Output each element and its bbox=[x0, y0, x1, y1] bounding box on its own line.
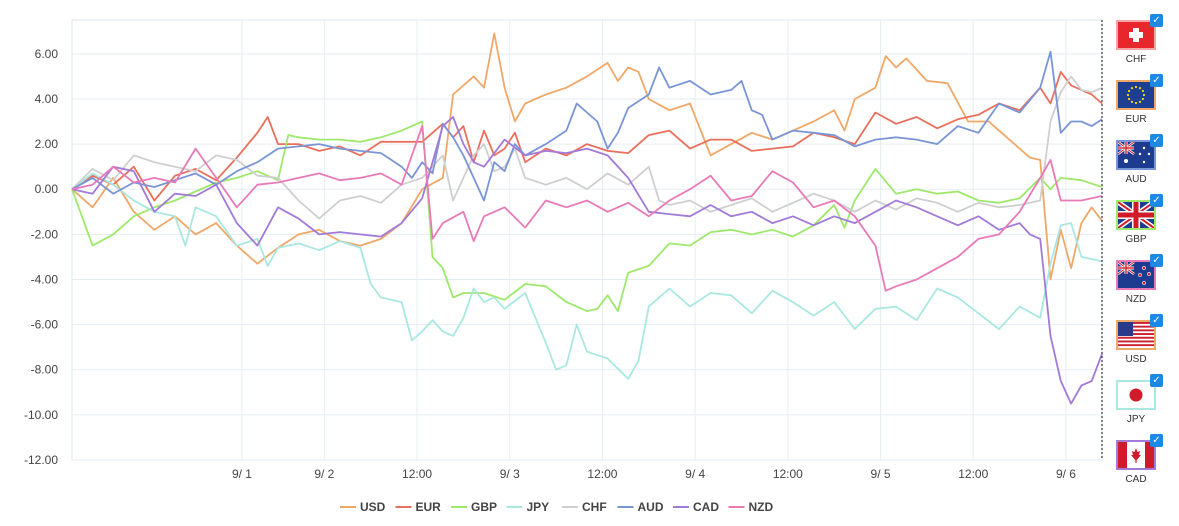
nzd-flag-icon bbox=[1116, 260, 1156, 290]
legend-label: JPY bbox=[527, 500, 550, 514]
series-line-aud bbox=[71, 50, 1103, 202]
y-tick-label: -2.00 bbox=[31, 227, 59, 241]
x-axis: 9/ 1 9/ 2 12:00 9/ 3 12:00 9/ 4 12:00 9/ 5 12:00… bbox=[232, 467, 1076, 481]
x-tick-label: 12:00 bbox=[773, 467, 803, 481]
legend-item-jpy[interactable]: JPY bbox=[506, 500, 550, 514]
currency-label: GBP bbox=[1125, 234, 1147, 245]
checkbox-checked-icon[interactable]: ✓ bbox=[1150, 194, 1163, 207]
jpy-flag-icon bbox=[1116, 380, 1156, 410]
checkbox-checked-icon[interactable]: ✓ bbox=[1150, 434, 1163, 447]
grid bbox=[72, 20, 1102, 461]
legend-label: EUR bbox=[416, 500, 442, 514]
legend-item-aud[interactable]: AUD bbox=[617, 500, 664, 514]
legend-label: USD bbox=[360, 500, 386, 514]
gbp-flag-icon bbox=[1116, 200, 1156, 230]
x-tick-label: 9/ 4 bbox=[685, 467, 705, 481]
series-lines bbox=[71, 32, 1103, 405]
series-line-cad bbox=[71, 116, 1103, 405]
chf-flag-icon bbox=[1116, 20, 1156, 50]
checkbox-checked-icon[interactable]: ✓ bbox=[1150, 374, 1163, 387]
series-line-jpy bbox=[71, 172, 1103, 380]
currency-label: AUD bbox=[1125, 174, 1147, 185]
x-tick-label: 9/ 1 bbox=[232, 467, 252, 481]
currency-toggle-aud[interactable]: ✓ AUD bbox=[1111, 134, 1163, 190]
series-line-usd bbox=[71, 32, 1103, 281]
currency-label: EUR bbox=[1125, 114, 1147, 125]
series-line-chf bbox=[71, 75, 1103, 220]
series-line-gbp bbox=[71, 120, 1103, 313]
legend-item-gbp[interactable]: GBP bbox=[451, 500, 497, 514]
checkbox-checked-icon[interactable]: ✓ bbox=[1150, 134, 1163, 147]
x-tick-label: 12:00 bbox=[587, 467, 617, 481]
y-tick-label: -4.00 bbox=[31, 272, 59, 286]
currency-toggle-chf[interactable]: ✓ CHF bbox=[1111, 14, 1163, 70]
series-line-nzd bbox=[71, 125, 1103, 292]
aud-flag-icon bbox=[1116, 140, 1156, 170]
legend-label: CAD bbox=[693, 500, 719, 514]
checkbox-checked-icon[interactable]: ✓ bbox=[1150, 254, 1163, 267]
y-tick-label: 0.00 bbox=[35, 182, 59, 196]
checkbox-checked-icon[interactable]: ✓ bbox=[1150, 314, 1163, 327]
plot-area bbox=[71, 19, 1103, 461]
currency-label: JPY bbox=[1126, 414, 1146, 425]
x-tick-label: 12:00 bbox=[402, 467, 432, 481]
legend-item-cad[interactable]: CAD bbox=[673, 500, 719, 514]
y-axis: 6.00 4.00 2.00 0.00 -2.00 -4.00 -6.00 -8.00 -10.… bbox=[24, 47, 58, 467]
legend-item-nzd[interactable]: NZD bbox=[728, 500, 774, 514]
x-tick-label: 9/ 3 bbox=[500, 467, 520, 481]
legend-label: GBP bbox=[471, 500, 497, 514]
y-tick-label: -10.00 bbox=[24, 408, 58, 422]
eur-flag-icon bbox=[1116, 80, 1156, 110]
currency-toggle-gbp[interactable]: ✓ GBP bbox=[1111, 194, 1163, 250]
legend-item-usd[interactable]: USD bbox=[340, 500, 386, 514]
legend-label: NZD bbox=[749, 500, 774, 514]
x-tick-label: 12:00 bbox=[958, 467, 988, 481]
checkbox-checked-icon[interactable]: ✓ bbox=[1150, 14, 1163, 27]
x-tick-label: 9/ 6 bbox=[1056, 467, 1076, 481]
y-tick-label: 6.00 bbox=[35, 47, 59, 61]
currency-toggle-cad[interactable]: ✓ CAD bbox=[1111, 434, 1163, 490]
y-tick-label: 2.00 bbox=[35, 137, 59, 151]
legend-label: CHF bbox=[582, 500, 607, 514]
currency-label: NZD bbox=[1125, 294, 1147, 305]
checkbox-checked-icon[interactable]: ✓ bbox=[1150, 74, 1163, 87]
y-tick-label: 4.00 bbox=[35, 92, 59, 106]
currency-label: USD bbox=[1125, 354, 1147, 365]
y-tick-label: -12.00 bbox=[24, 453, 58, 467]
legend-item-eur[interactable]: EUR bbox=[395, 500, 442, 514]
legend-item-chf[interactable]: CHF bbox=[562, 500, 607, 514]
currency-toggle-jpy[interactable]: ✓ JPY bbox=[1111, 374, 1163, 430]
usd-flag-icon bbox=[1116, 320, 1156, 350]
y-tick-label: -8.00 bbox=[31, 363, 59, 377]
legend-label: AUD bbox=[638, 500, 664, 514]
currency-toggle-usd[interactable]: ✓ USD bbox=[1111, 314, 1163, 370]
y-tick-label: -6.00 bbox=[31, 318, 59, 332]
legend: USD EUR GBP JPY CHF AUD CAD NZD bbox=[340, 500, 773, 514]
currency-label: CHF bbox=[1125, 54, 1147, 65]
currency-toggle-eur[interactable]: ✓ EUR bbox=[1111, 74, 1163, 130]
currency-toggle-nzd[interactable]: ✓ NZD bbox=[1111, 254, 1163, 310]
cad-flag-icon bbox=[1116, 440, 1156, 470]
currency-sidebar: ✓ CHF ✓ EUR ✓ AUD ✓ GBP ✓ NZD ✓ USD ✓ JPY ✓ CAD bbox=[1106, 14, 1170, 494]
x-tick-label: 9/ 5 bbox=[871, 467, 891, 481]
currency-label: CAD bbox=[1125, 474, 1147, 485]
series-line-eur bbox=[71, 71, 1103, 202]
x-tick-label: 9/ 2 bbox=[314, 467, 334, 481]
